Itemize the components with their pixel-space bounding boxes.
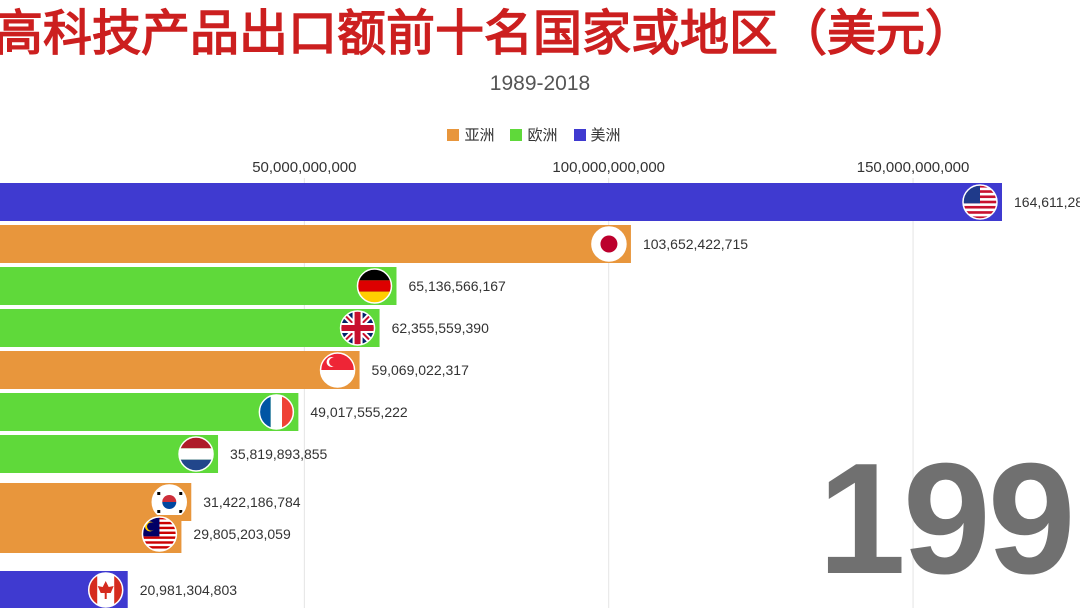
value-label: 62,355,559,390 [392,320,490,336]
x-tick-label: 100,000,000,000 [552,159,665,176]
value-label: 31,422,186,784 [203,494,301,510]
bar [0,225,631,263]
bar [0,183,1002,221]
france-flag-icon [259,395,294,429]
bar-group: 103,652,422,715 [0,225,748,263]
value-label: 29,805,203,059 [193,526,291,542]
flag-border [356,268,393,304]
value-label: 35,819,893,855 [230,446,328,462]
legend-label-asia: 亚洲 [464,126,495,144]
legend-item-americas[interactable]: 美洲 [573,124,621,145]
singapore-flag-icon [320,353,355,387]
bar-group: 65,136,566,167 [0,267,506,305]
south-korea-flag-icon [152,485,187,519]
bar-group: 49,017,555,222 [0,393,408,431]
chart-title: 高科技产品出口额前十名国家或地区（美元） [0,5,975,62]
germany-flag-icon [357,269,392,303]
canada-flag-icon [88,573,123,607]
bar [0,393,299,431]
bar [0,267,397,305]
x-axis-ticks: 50,000,000,000 100,000,000,000 150,000,000… [252,159,969,176]
japan-flag-icon [591,227,626,261]
value-label: 20,981,304,803 [140,582,238,598]
current-year-label: 199 [818,431,1076,607]
bar-group: 164,611,28 [0,183,1080,221]
uk-flag-icon [340,311,375,345]
value-label: 65,136,566,167 [408,278,506,294]
bar [0,309,380,347]
bar-group: 20,981,304,803 [0,571,237,608]
value-label: 49,017,555,222 [310,404,408,420]
flag-border [141,516,178,552]
legend-item-europe[interactable]: 欧洲 [510,124,558,145]
flag-border [591,226,627,262]
legend: 亚洲 欧洲 美洲 [0,124,1068,145]
chart-subtitle: 1989-2018 [489,72,591,95]
x-tick-label: 50,000,000,000 [252,159,356,176]
flag-border [87,572,124,608]
bar-group: 59,069,022,317 [0,351,469,389]
legend-swatch-europe [510,128,523,141]
legend-item-asia[interactable]: 亚洲 [447,124,494,145]
bars: 164,611,28 103,652,422,715 65,136,566,167 6… [0,183,1080,608]
legend-label-americas: 美洲 [590,126,621,144]
bar-group: 31,422,186,784 [0,483,301,521]
bar-group: 35,819,893,855 [0,435,328,473]
flag-border [339,310,376,346]
netherlands-flag-icon [179,437,214,471]
legend-swatch-asia [447,128,460,141]
malaysia-flag-icon [142,517,177,551]
flag-border [178,436,214,472]
legend-swatch-americas [573,128,586,141]
flag-border [319,352,356,388]
bar [0,351,360,389]
flag-border [962,184,998,220]
value-label: 164,611,28 [1014,194,1080,210]
usa-flag-icon [963,185,997,219]
value-label: 103,652,422,715 [643,236,748,252]
bar-group: 29,805,203,059 [0,515,291,553]
legend-label-europe: 欧洲 [527,126,558,144]
value-label: 59,069,022,317 [372,362,470,378]
bar-group: 62,355,559,390 [0,309,489,347]
x-tick-label: 150,000,000,000 [857,159,970,176]
flag-border [258,394,295,430]
